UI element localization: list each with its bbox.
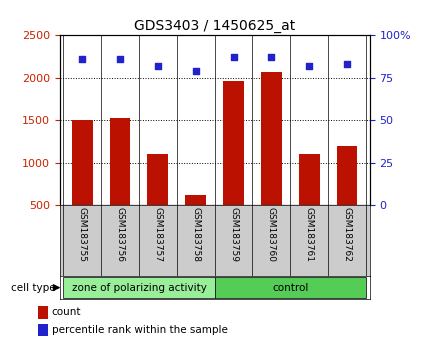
Title: GDS3403 / 1450625_at: GDS3403 / 1450625_at xyxy=(134,19,295,33)
Point xyxy=(230,55,237,60)
Point xyxy=(154,63,161,69)
Bar xyxy=(110,118,130,205)
Text: control: control xyxy=(272,282,309,293)
Bar xyxy=(299,154,320,205)
Bar xyxy=(185,195,206,205)
Bar xyxy=(38,306,48,319)
Text: GSM183759: GSM183759 xyxy=(229,207,238,262)
Text: GSM183757: GSM183757 xyxy=(153,207,162,262)
Point xyxy=(268,55,275,60)
Bar xyxy=(215,277,366,298)
Point xyxy=(344,62,351,67)
Text: GSM183760: GSM183760 xyxy=(267,207,276,262)
Point xyxy=(192,68,199,74)
Bar xyxy=(223,81,244,205)
Bar xyxy=(147,154,168,205)
Text: GSM183756: GSM183756 xyxy=(116,207,125,262)
Text: count: count xyxy=(51,307,81,317)
Text: cell type: cell type xyxy=(11,282,55,293)
Point xyxy=(306,63,313,69)
Text: GSM183758: GSM183758 xyxy=(191,207,200,262)
Text: GSM183755: GSM183755 xyxy=(78,207,87,262)
Bar xyxy=(72,120,93,205)
Bar xyxy=(261,72,282,205)
Bar xyxy=(337,146,357,205)
Text: GSM183762: GSM183762 xyxy=(343,207,351,262)
Text: GSM183761: GSM183761 xyxy=(305,207,314,262)
Text: zone of polarizing activity: zone of polarizing activity xyxy=(71,282,207,293)
Bar xyxy=(38,324,48,336)
Text: percentile rank within the sample: percentile rank within the sample xyxy=(51,325,227,335)
Bar xyxy=(63,277,215,298)
Point xyxy=(116,56,123,62)
Point xyxy=(79,56,85,62)
